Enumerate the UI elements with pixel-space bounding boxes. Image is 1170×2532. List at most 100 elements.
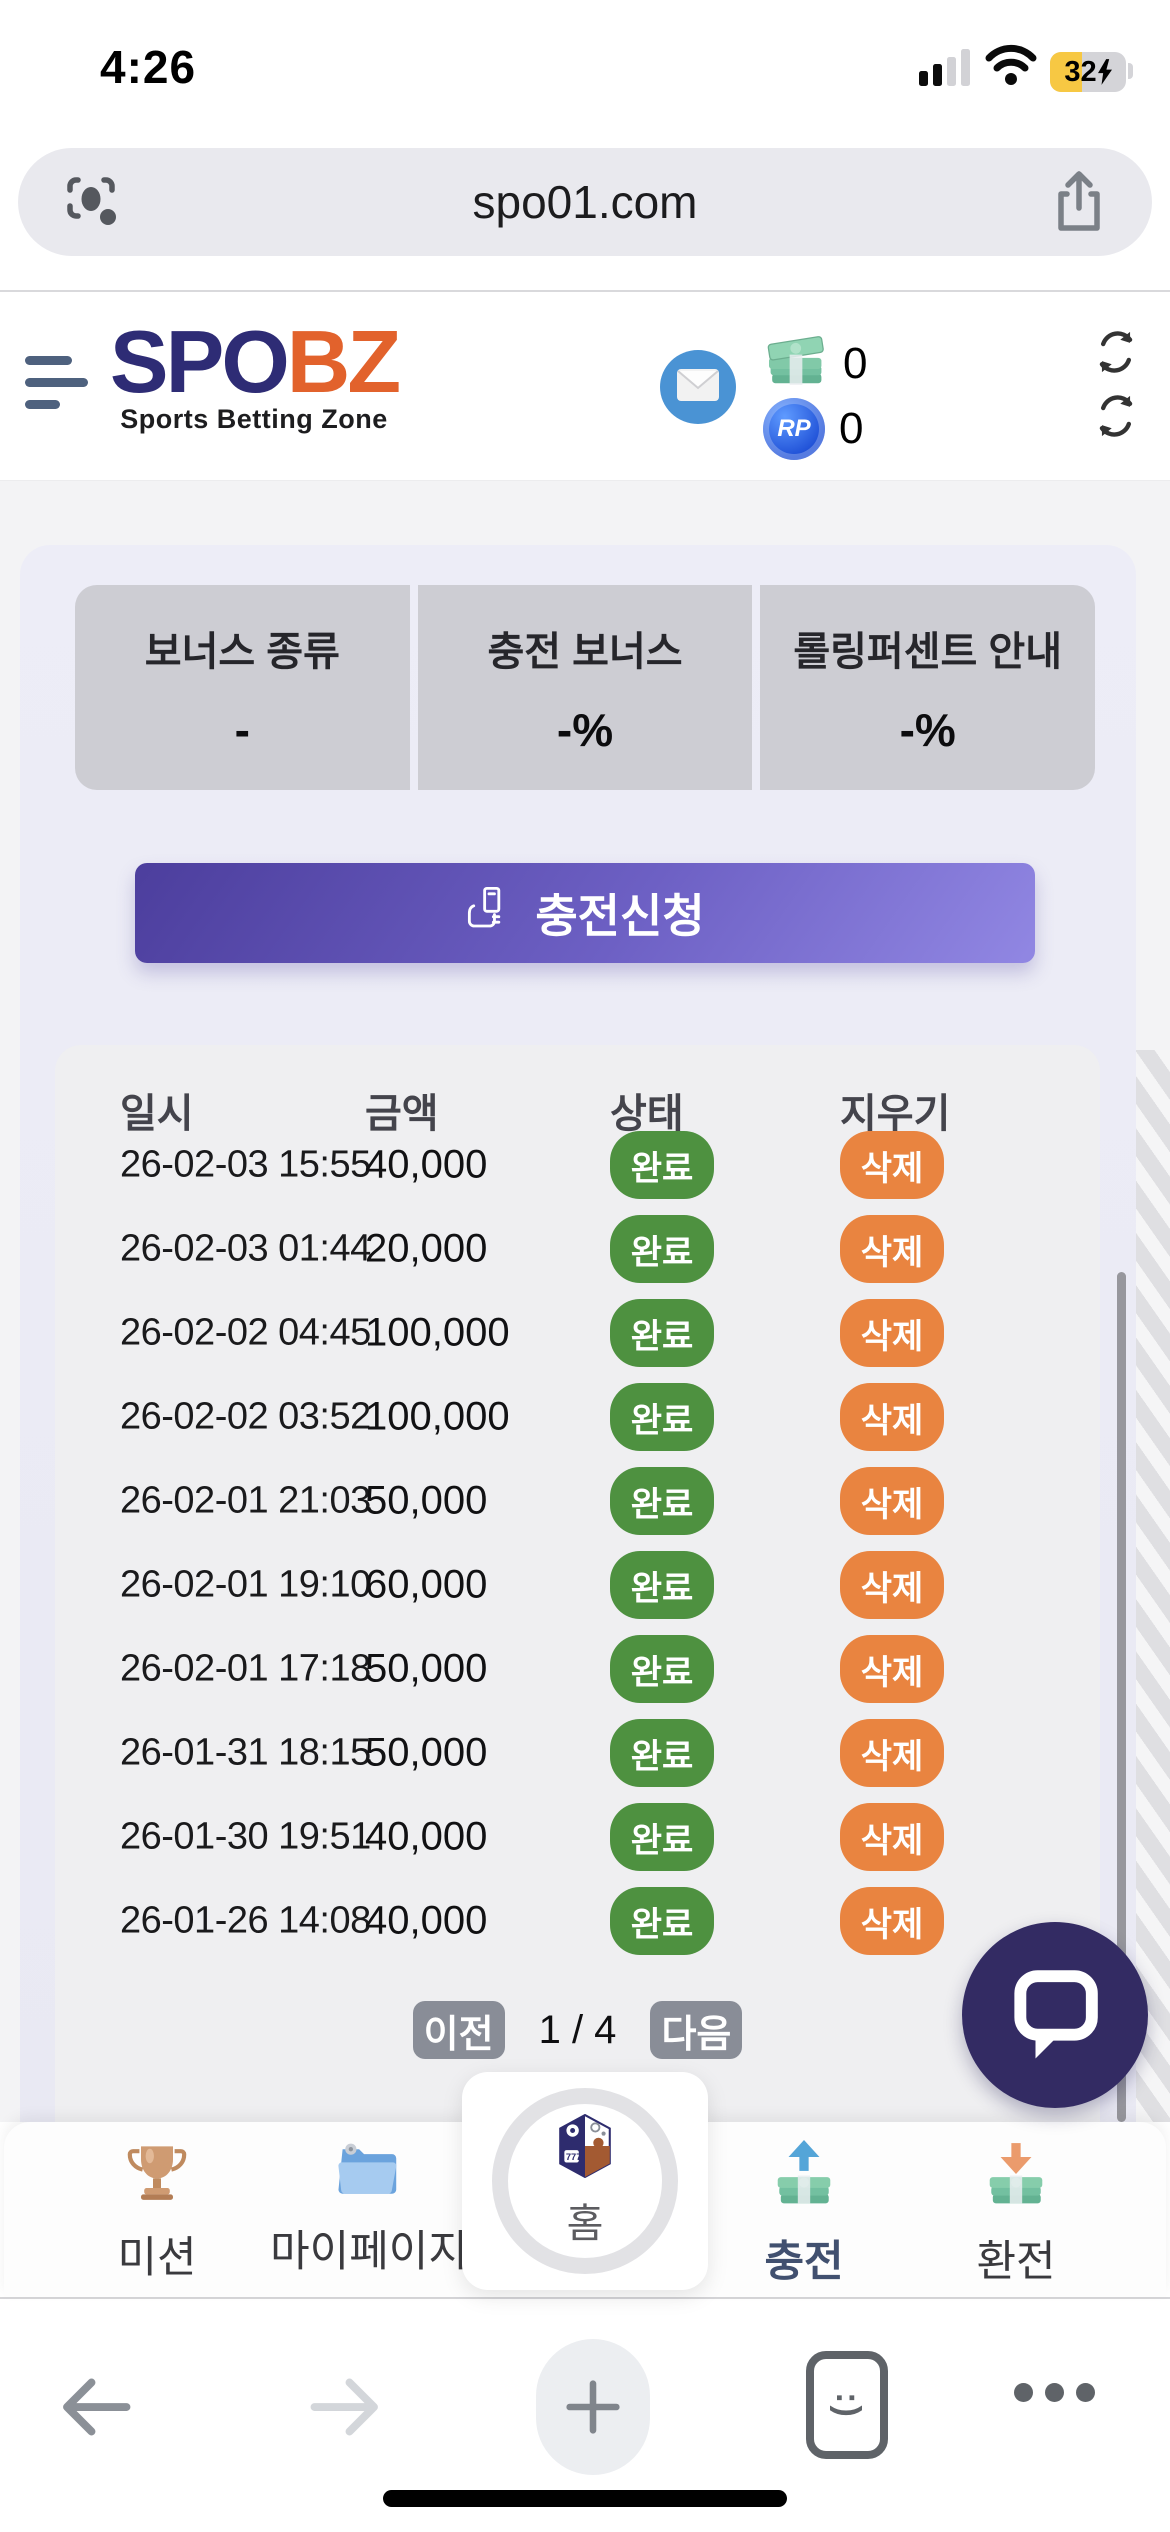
prev-page-button[interactable]: 이전 [412,2001,505,2059]
rolling-percent-label: 롤링퍼센트 안내 [793,629,1063,674]
row-date: 26-02-03 15:55 [120,1143,371,1186]
row-date: 26-01-30 19:51 [120,1815,371,1858]
new-tab-button[interactable] [536,2339,650,2475]
nav-item-mypage[interactable]: 마이페이지 [259,2140,479,2279]
delete-button[interactable]: 삭제 [840,1803,944,1871]
lens-scan-icon[interactable] [64,172,124,237]
refresh-rp-icon[interactable] [1094,394,1138,438]
rolling-percent-value: -% [899,703,956,756]
refresh-cash-icon[interactable] [1094,330,1138,374]
home-indicator[interactable] [383,2490,787,2507]
col-header-status: 상태 [610,1092,684,1136]
delete-button[interactable]: 삭제 [840,1299,944,1367]
delete-button[interactable]: 삭제 [840,1215,944,1283]
site-header: SPOBZ Sports Betting Zone [0,294,1170,481]
browser-menu-button[interactable] [1014,2383,1095,2402]
row-date: 26-02-01 17:18 [120,1647,371,1690]
deposit-bonus-label: 충전 보너스 [487,629,683,674]
cash-icon [763,334,829,393]
delete-button[interactable]: 삭제 [840,1551,944,1619]
deposit-history-panel: 일시 금액 상태 지우기 26-02-03 15:55 40,000 완료 삭제 26-… [55,1045,1100,2122]
row-date: 26-01-31 18:15 [120,1731,371,1774]
row-amount: 100,000 [365,1394,510,1439]
status-badge: 완료 [610,1635,714,1703]
money-up-icon [772,2140,836,2213]
nav-item-mission[interactable]: 미션 [47,2140,267,2285]
rp-balance: RP 0 [763,398,863,460]
delete-button[interactable]: 삭제 [840,1887,944,1955]
deposit-bonus-box: 충전 보너스 -% [417,585,753,790]
row-date: 26-02-03 01:44 [120,1227,371,1270]
delete-button[interactable]: 삭제 [840,1467,944,1535]
nav-item-home[interactable]: 777 홈 [462,2072,708,2290]
pagination: 이전 1 / 4 다음 [55,2000,1100,2060]
row-amount: 40,000 [365,1142,488,1187]
row-amount: 50,000 [365,1646,488,1691]
delete-button[interactable]: 삭제 [840,1383,944,1451]
rp-value: 0 [839,404,864,453]
row-amount: 20,000 [365,1226,488,1271]
logo-text-spo: SPO [109,312,290,411]
table-header-row: 일시 금액 상태 지우기 [55,1081,1100,1136]
delete-button[interactable]: 삭제 [840,1635,944,1703]
table-row: 26-02-02 04:45 100,000 완료 삭제 [55,1291,1100,1375]
address-bar[interactable]: spo01.com [18,148,1152,256]
site-logo[interactable]: SPOBZ Sports Betting Zone [104,316,404,435]
trophy-icon [125,2140,189,2209]
svg-text:777: 777 [566,2151,582,2161]
money-down-icon [984,2140,1048,2213]
next-page-button[interactable]: 다음 [650,2001,743,2059]
chat-support-button[interactable] [962,1922,1148,2108]
status-badge: 완료 [610,1467,714,1535]
back-button[interactable] [35,2347,155,2467]
row-date: 26-02-02 04:45 [120,1311,371,1354]
menu-hamburger-icon[interactable] [25,356,89,410]
deposit-request-button[interactable]: 충전신청 [135,863,1035,963]
status-bar: 4:26 32 [0,0,1170,96]
row-amount: 40,000 [365,1814,488,1859]
table-row: 26-02-01 17:18 50,000 완료 삭제 [55,1627,1100,1711]
url-text[interactable]: spo01.com [472,176,698,228]
nav-label-withdraw: 환전 [976,2238,1056,2286]
delete-button[interactable]: 삭제 [840,1131,944,1199]
status-badge: 완료 [610,1383,714,1451]
status-badge: 완료 [610,1803,714,1871]
rolling-percent-box: 롤링퍼센트 안내 -% [760,585,1096,790]
table-row: 26-02-01 21:03 50,000 완료 삭제 [55,1459,1100,1543]
message-button[interactable] [660,350,736,424]
table-row: 26-02-02 03:52 100,000 완료 삭제 [55,1375,1100,1459]
bonus-type-value: - [234,703,250,756]
logo-text-bz: BZ [286,312,401,411]
nav-label-mission: 미션 [117,2234,197,2282]
table-row: 26-01-30 19:51 40,000 완료 삭제 [55,1795,1100,1879]
wifi-icon [985,44,1037,91]
col-header-delete: 지우기 [840,1092,951,1136]
page-scrollbar[interactable] [1117,1272,1126,2122]
browser-url-row: spo01.com [0,96,1170,292]
status-badge: 완료 [610,1887,714,1955]
bonus-type-box: 보너스 종류 - [75,585,410,790]
status-badge: 완료 [610,1299,714,1367]
status-badge: 완료 [610,1719,714,1787]
signal-icon [919,46,979,86]
site-badge-icon: 777 [556,2113,614,2183]
nav-item-withdraw[interactable]: 환전 [906,2140,1126,2289]
tab-count-glyph: :) [828,2391,867,2419]
row-amount: 40,000 [365,1898,488,1943]
deposit-bonus-value: -% [556,703,614,756]
tab-switcher-button[interactable]: :) [806,2351,888,2459]
share-icon[interactable] [1050,170,1108,239]
row-date: 26-02-02 03:52 [120,1395,371,1438]
bonus-type-label: 보너스 종류 [144,629,340,674]
forward-button[interactable] [286,2347,406,2467]
nav-item-deposit[interactable]: 충전 [694,2140,914,2289]
table-row: 26-02-01 19:10 60,000 완료 삭제 [55,1543,1100,1627]
bonus-info-row: 보너스 종류 - 충전 보너스 -% 롤링퍼센트 안내 -% [75,585,1096,790]
deposit-request-label: 충전신청 [535,890,705,942]
row-date: 26-02-01 21:03 [120,1479,371,1522]
background-image-strip [1136,1050,1170,2122]
row-date: 26-01-26 14:08 [120,1899,371,1942]
delete-button[interactable]: 삭제 [840,1719,944,1787]
hand-card-icon [465,884,513,943]
